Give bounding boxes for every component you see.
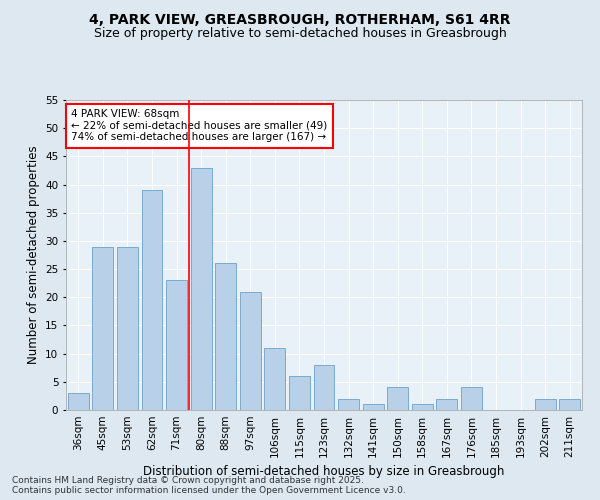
Bar: [436, 398, 457, 410]
X-axis label: Distribution of semi-detached houses by size in Greasbrough: Distribution of semi-detached houses by …: [143, 466, 505, 478]
Bar: [68, 393, 89, 410]
Bar: [215, 264, 236, 410]
Bar: [191, 168, 212, 410]
Bar: [535, 398, 556, 410]
Bar: [240, 292, 261, 410]
Bar: [461, 388, 482, 410]
Bar: [314, 365, 334, 410]
Y-axis label: Number of semi-detached properties: Number of semi-detached properties: [26, 146, 40, 364]
Bar: [387, 388, 408, 410]
Text: Size of property relative to semi-detached houses in Greasbrough: Size of property relative to semi-detach…: [94, 28, 506, 40]
Bar: [265, 348, 286, 410]
Bar: [142, 190, 163, 410]
Bar: [289, 376, 310, 410]
Bar: [92, 246, 113, 410]
Bar: [166, 280, 187, 410]
Bar: [338, 398, 359, 410]
Text: 4, PARK VIEW, GREASBROUGH, ROTHERHAM, S61 4RR: 4, PARK VIEW, GREASBROUGH, ROTHERHAM, S6…: [89, 12, 511, 26]
Bar: [117, 246, 138, 410]
Bar: [559, 398, 580, 410]
Bar: [362, 404, 383, 410]
Text: Contains HM Land Registry data © Crown copyright and database right 2025.
Contai: Contains HM Land Registry data © Crown c…: [12, 476, 406, 495]
Bar: [412, 404, 433, 410]
Text: 4 PARK VIEW: 68sqm
← 22% of semi-detached houses are smaller (49)
74% of semi-de: 4 PARK VIEW: 68sqm ← 22% of semi-detache…: [71, 110, 328, 142]
